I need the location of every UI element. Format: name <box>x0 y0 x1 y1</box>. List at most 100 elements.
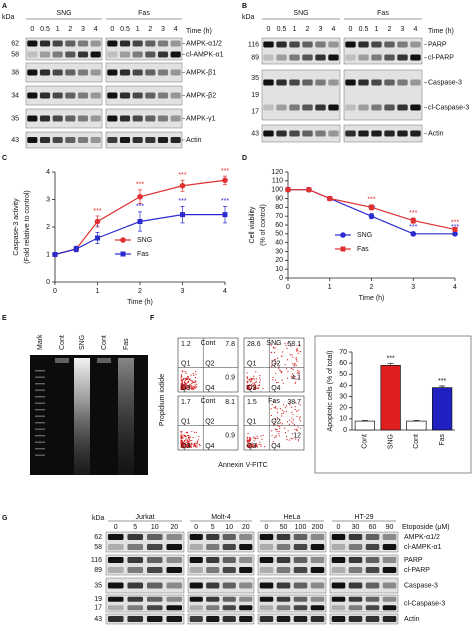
y-axis-label: Apoptotic cells (% of total) <box>327 351 334 432</box>
flow-event <box>254 386 256 388</box>
flow-event <box>276 344 278 346</box>
y-tick-label: 60 <box>275 222 283 229</box>
flow-event <box>271 434 273 437</box>
blot-band <box>276 605 291 611</box>
flow-event <box>255 443 257 445</box>
gel-well <box>97 358 111 363</box>
point <box>410 231 417 237</box>
blot-band <box>371 54 382 61</box>
kda-marker: 35 <box>251 75 259 82</box>
significance: *** <box>409 224 417 231</box>
flow-event <box>270 344 272 346</box>
blot-band <box>77 92 89 99</box>
panel-label: A <box>2 3 7 10</box>
flow-event <box>295 358 297 360</box>
blot-band <box>189 567 203 573</box>
flow-event <box>273 400 275 403</box>
blot-band <box>382 616 397 622</box>
flow-event <box>189 439 191 442</box>
flow-event <box>182 441 184 444</box>
flow-event <box>180 432 182 434</box>
flow-event <box>248 386 250 388</box>
blot-band <box>127 605 144 611</box>
flow-event <box>190 385 193 387</box>
bar <box>431 387 453 431</box>
flow-event <box>284 406 286 409</box>
blot-band <box>410 104 421 111</box>
x-tick-label: 2 <box>138 288 142 295</box>
quadrant-value: 7.8 <box>225 341 235 348</box>
flow-event <box>259 441 261 443</box>
flow-event <box>274 379 276 381</box>
flow-event <box>185 438 187 440</box>
blot-band <box>239 567 253 573</box>
blot-band <box>146 616 163 622</box>
dose-label: 60 <box>369 524 377 531</box>
blot-band <box>397 130 408 137</box>
flow-event <box>246 376 248 378</box>
blot-band <box>328 54 339 61</box>
flow-event <box>185 378 188 380</box>
flow-event <box>249 437 251 439</box>
blot-band <box>293 596 308 602</box>
y-tick-label: 50 <box>275 231 283 238</box>
flow-event <box>246 382 248 384</box>
flow-event <box>188 445 190 448</box>
quadrant-value: 0.9 <box>225 375 235 382</box>
protein-label: Caspase-3 <box>428 79 462 86</box>
blot-band <box>328 41 339 48</box>
blot-band <box>289 104 300 111</box>
flow-event <box>295 381 297 383</box>
blot-band <box>315 130 326 137</box>
y-tick-label: 1 <box>46 251 50 258</box>
blot-band <box>206 605 220 611</box>
bar <box>406 420 427 431</box>
flow-event <box>254 388 256 390</box>
flow-event <box>278 366 280 368</box>
time-label: 3 <box>319 26 323 33</box>
flow-event <box>295 350 298 352</box>
ladder-band <box>35 402 45 404</box>
blot-band <box>276 596 291 602</box>
blot-band <box>119 137 131 143</box>
kda-marker: 89 <box>94 567 102 574</box>
flow-event <box>280 370 282 372</box>
x-tick-label: Fas <box>439 434 446 446</box>
blot-band <box>166 616 183 622</box>
kda-marker: 43 <box>94 616 102 623</box>
legend-label: Fas <box>137 251 149 258</box>
flow-event <box>189 378 191 381</box>
blot-band <box>293 544 308 550</box>
bar <box>380 365 401 431</box>
flow-event <box>274 407 277 409</box>
flow-event <box>261 438 263 440</box>
flow-event <box>278 433 280 435</box>
quadrant-value: 4.1 <box>291 375 301 382</box>
flow-event <box>288 423 290 425</box>
flow-event <box>258 443 260 445</box>
flow-event <box>193 386 196 388</box>
blot-band <box>222 544 236 550</box>
legend-marker <box>120 251 126 257</box>
blot-panel <box>329 577 399 594</box>
flow-event <box>291 373 294 375</box>
group-label: SNG <box>293 10 308 17</box>
dose-label: 10 <box>151 524 159 531</box>
flow-event <box>194 446 196 448</box>
y-axis-label: (Fold relative to control) <box>24 190 31 264</box>
y-tick-label: 40 <box>339 382 347 389</box>
ladder-band <box>35 422 45 424</box>
blot-band <box>365 534 380 540</box>
gel-well <box>55 358 69 363</box>
protein-label: Caspase-3 <box>404 582 438 589</box>
flow-event <box>183 445 185 447</box>
time-label: 2 <box>68 26 72 33</box>
protein-label: PARP <box>404 557 423 564</box>
blot-band <box>52 69 63 76</box>
x-tick-label: 4 <box>223 288 227 295</box>
flow-event <box>185 377 187 379</box>
blot-panel <box>25 37 103 61</box>
blot-band <box>107 616 124 622</box>
blot-band <box>77 115 89 122</box>
dose-label: 50 <box>280 524 288 531</box>
